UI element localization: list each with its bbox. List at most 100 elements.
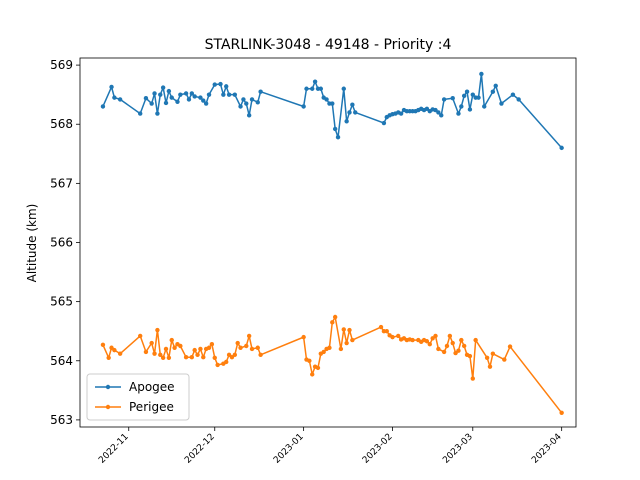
data-point-apogee-77	[456, 111, 461, 116]
data-point-apogee-4	[138, 111, 143, 116]
data-point-perigee-33	[232, 352, 238, 358]
data-point-perigee-94	[559, 410, 564, 416]
data-point-perigee-21	[195, 352, 200, 358]
y-tick-label-5: 568	[50, 117, 73, 131]
data-point-apogee-23	[206, 92, 212, 97]
data-point-apogee-89	[499, 101, 504, 106]
data-point-perigee-25	[206, 345, 212, 350]
data-point-perigee-63	[396, 333, 401, 339]
data-point-apogee-1	[109, 84, 114, 90]
data-point-perigee-27	[212, 355, 217, 361]
data-point-apogee-35	[255, 100, 260, 105]
data-point-perigee-4	[117, 351, 123, 356]
data-point-apogee-78	[459, 104, 464, 109]
data-point-apogee-18	[189, 91, 195, 96]
data-point-apogee-92	[559, 145, 564, 151]
data-point-apogee-26	[221, 92, 226, 97]
data-point-perigee-92	[502, 357, 507, 362]
data-point-apogee-36	[258, 89, 263, 94]
data-point-perigee-23	[201, 355, 206, 360]
data-point-apogee-54	[381, 120, 387, 126]
data-point-apogee-48	[335, 135, 341, 140]
data-point-apogee-73	[436, 110, 441, 115]
data-point-apogee-39	[310, 86, 315, 91]
data-point-perigee-88	[473, 337, 478, 343]
data-point-apogee-22	[203, 101, 209, 106]
data-point-apogee-84	[476, 95, 481, 100]
data-point-perigee-44	[310, 372, 315, 377]
data-point-apogee-32	[244, 101, 249, 106]
data-point-apogee-15	[178, 92, 183, 97]
data-point-apogee-6	[149, 101, 154, 106]
chart-title: STARLINK-3048 - 49148 - Priority :4	[205, 37, 452, 53]
legend-label-apogee: Apogee	[129, 380, 175, 394]
data-point-perigee-40	[258, 352, 263, 358]
data-point-apogee-90	[510, 92, 516, 97]
data-point-perigee-79	[447, 333, 453, 339]
data-point-apogee-34	[249, 97, 255, 102]
data-point-apogee-37	[301, 104, 306, 109]
data-point-perigee-14	[169, 337, 174, 343]
data-point-perigee-83	[459, 337, 464, 343]
data-point-perigee-1	[106, 355, 111, 361]
data-point-perigee-13	[166, 355, 172, 361]
data-point-apogee-25	[218, 81, 223, 87]
data-point-apogee-49	[341, 86, 346, 91]
y-tick-label-4: 567	[50, 176, 73, 190]
data-point-apogee-3	[117, 97, 123, 102]
data-point-apogee-8	[155, 111, 160, 116]
data-point-perigee-3	[112, 347, 117, 353]
data-point-perigee-84	[461, 343, 467, 349]
data-point-perigee-62	[390, 334, 395, 340]
data-point-apogee-33	[246, 113, 252, 118]
data-point-perigee-46	[315, 365, 321, 371]
legend-marker-perigee	[105, 404, 111, 410]
data-point-apogee-52	[350, 102, 355, 107]
data-point-apogee-60	[398, 111, 404, 116]
y-axis-label: Altitude (km)	[25, 204, 39, 283]
data-point-perigee-30	[224, 359, 229, 365]
data-point-perigee-55	[344, 340, 349, 346]
data-point-apogee-10	[160, 85, 166, 90]
data-point-apogee-47	[332, 126, 338, 132]
data-point-apogee-20	[198, 95, 203, 100]
data-point-apogee-75	[441, 97, 447, 102]
data-point-apogee-87	[490, 89, 496, 94]
data-point-apogee-29	[232, 92, 238, 97]
data-point-perigee-73	[427, 342, 432, 347]
data-point-perigee-37	[246, 333, 252, 339]
data-point-apogee-5	[143, 96, 149, 101]
data-point-apogee-31	[241, 97, 246, 102]
data-point-perigee-19	[189, 355, 195, 360]
legend: Apogee Perigee	[86, 373, 190, 421]
data-point-apogee-19	[192, 94, 197, 99]
data-point-perigee-76	[436, 346, 441, 352]
data-point-perigee-28	[215, 362, 220, 368]
data-point-apogee-17	[186, 97, 192, 102]
y-tick-label-1: 564	[50, 354, 73, 368]
series-apogee	[100, 71, 564, 151]
data-point-apogee-76	[450, 96, 455, 101]
data-point-perigee-60	[384, 329, 389, 334]
data-point-perigee-78	[444, 343, 450, 349]
data-point-perigee-91	[490, 351, 496, 356]
data-point-apogee-79	[461, 93, 467, 99]
data-point-apogee-38	[304, 86, 309, 91]
data-point-apogee-91	[516, 97, 521, 102]
data-point-perigee-39	[255, 345, 260, 350]
data-point-perigee-41	[301, 334, 306, 340]
data-point-apogee-53	[353, 110, 358, 115]
data-point-perigee-0	[100, 342, 106, 347]
data-point-perigee-77	[441, 349, 447, 355]
data-point-apogee-14	[175, 99, 180, 104]
data-point-apogee-51	[347, 110, 352, 115]
data-point-perigee-10	[158, 352, 163, 358]
data-point-perigee-35	[238, 345, 243, 350]
data-point-perigee-80	[450, 340, 455, 346]
data-point-perigee-89	[484, 355, 490, 361]
data-point-perigee-58	[378, 324, 384, 330]
data-point-apogee-82	[470, 92, 475, 97]
data-point-perigee-57	[350, 337, 355, 343]
data-point-perigee-52	[332, 314, 338, 320]
